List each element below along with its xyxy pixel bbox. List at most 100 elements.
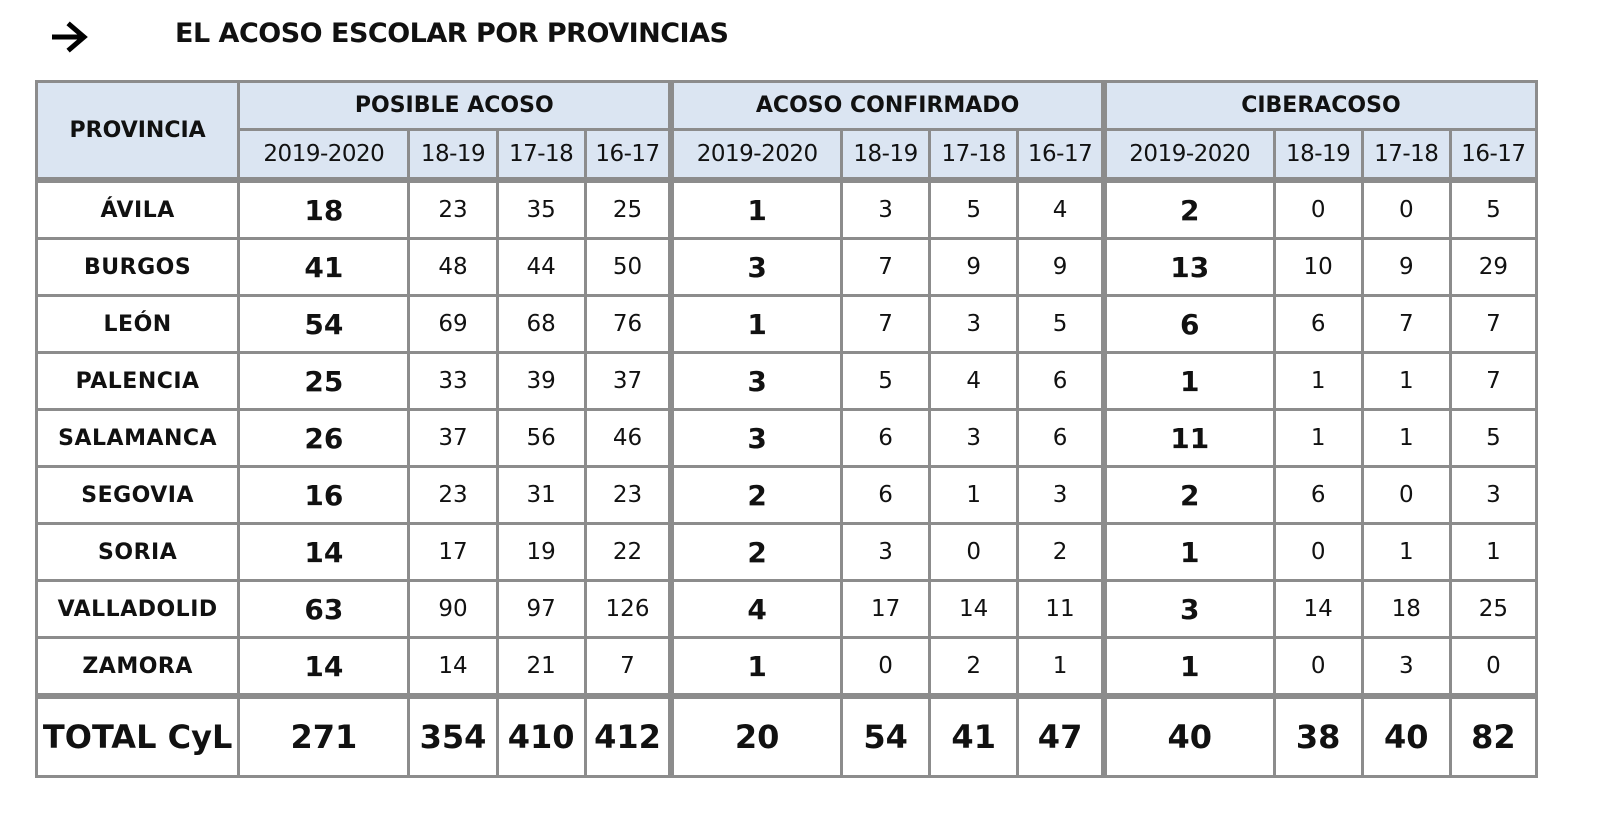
province-cell: SORIA xyxy=(34,522,241,582)
value-cell: 25 xyxy=(237,351,411,411)
value-cell: 3 xyxy=(840,522,932,582)
bullying-table: PROVINCIA POSIBLE ACOSO ACOSO CONFIRMADO CI… xyxy=(34,79,1539,778)
value-cell: 31 xyxy=(495,465,587,525)
header-row: PROVINCIA POSIBLE ACOSO ACOSO CONFIRMADO CI… xyxy=(34,79,1538,182)
value-cell: 69 xyxy=(407,294,499,354)
value-cell: 0 xyxy=(928,522,1020,582)
value-cell: 7 xyxy=(1448,351,1539,411)
year-header: 2019-2020 xyxy=(1100,128,1276,182)
value-cell: 5 xyxy=(840,351,932,411)
group-header: CIBERACOSO xyxy=(1100,79,1538,132)
value-cell: 3 xyxy=(668,351,844,411)
year-header: 2019-2020 xyxy=(237,128,411,182)
total-cell: 38 xyxy=(1272,693,1364,778)
value-cell: 1 xyxy=(1016,636,1106,698)
value-cell: 25 xyxy=(1448,579,1539,639)
province-cell: ZAMORA xyxy=(34,636,241,698)
value-cell: 54 xyxy=(237,294,411,354)
value-cell: 2 xyxy=(928,636,1020,698)
value-cell: 1 xyxy=(1272,408,1364,468)
value-cell: 37 xyxy=(407,408,499,468)
value-cell: 3 xyxy=(928,408,1020,468)
value-cell: 11 xyxy=(1016,579,1106,639)
value-cell: 2 xyxy=(1016,522,1106,582)
header-row: 2019-2020 18-19 17-18 16-17 2019-2020 18-19 17… xyxy=(37,128,1539,182)
province-cell: PALENCIA xyxy=(34,351,241,411)
value-cell: 33 xyxy=(407,351,499,411)
value-cell: 3 xyxy=(1016,465,1106,525)
arrow-icon xyxy=(52,21,88,53)
value-cell: 14 xyxy=(407,636,499,698)
data-row: BURGOS 41 48 44 50 3 7 9 9 13 10 9 29 xyxy=(34,237,1539,297)
value-cell: 4 xyxy=(668,579,844,639)
value-cell: 68 xyxy=(495,294,587,354)
value-cell: 29 xyxy=(1448,237,1539,297)
value-cell: 1 xyxy=(668,294,844,354)
data-row: ZAMORA 14 14 21 7 1 0 2 1 1 0 3 0 xyxy=(34,636,1539,698)
province-cell: BURGOS xyxy=(34,237,241,297)
value-cell: 1 xyxy=(1360,351,1452,411)
value-cell: 6 xyxy=(1272,294,1364,354)
total-cell: 47 xyxy=(1016,693,1106,778)
value-cell: 5 xyxy=(1448,177,1539,240)
value-cell: 17 xyxy=(840,579,932,639)
province-cell: SEGOVIA xyxy=(34,465,241,525)
value-cell: 21 xyxy=(495,636,587,698)
value-cell: 18 xyxy=(237,177,411,240)
table-head: PROVINCIA POSIBLE ACOSO ACOSO CONFIRMADO CI… xyxy=(34,79,1539,182)
total-cell: 82 xyxy=(1448,693,1539,778)
value-cell: 3 xyxy=(1448,465,1539,525)
total-label: TOTAL CyL xyxy=(34,693,241,778)
province-cell: LEÓN xyxy=(34,294,241,354)
value-cell: 7 xyxy=(840,237,932,297)
value-cell: 14 xyxy=(237,636,411,698)
data-row: VALLADOLID 63 90 97 126 4 17 14 11 3 14 18 25 xyxy=(34,579,1539,639)
value-cell: 44 xyxy=(495,237,587,297)
value-cell: 2 xyxy=(668,522,844,582)
value-cell: 2 xyxy=(1100,177,1276,240)
value-cell: 14 xyxy=(928,579,1020,639)
value-cell: 9 xyxy=(1016,237,1106,297)
year-header: 18-19 xyxy=(407,128,499,182)
value-cell: 56 xyxy=(495,408,587,468)
value-cell: 37 xyxy=(583,351,673,411)
value-cell: 35 xyxy=(495,177,587,240)
year-header: 16-17 xyxy=(1448,128,1539,182)
value-cell: 2 xyxy=(668,465,844,525)
value-cell: 5 xyxy=(928,177,1020,240)
province-cell: ÁVILA xyxy=(34,177,241,240)
data-row: ÁVILA 18 23 35 25 1 3 5 4 2 0 0 5 xyxy=(34,177,1539,240)
total-cell: 40 xyxy=(1100,693,1276,778)
value-cell: 76 xyxy=(583,294,673,354)
value-cell: 9 xyxy=(928,237,1020,297)
year-header: 16-17 xyxy=(1016,128,1106,182)
value-cell: 10 xyxy=(1272,237,1364,297)
value-cell: 18 xyxy=(1360,579,1452,639)
value-cell: 0 xyxy=(1272,522,1364,582)
value-cell: 23 xyxy=(407,465,499,525)
total-cell: 40 xyxy=(1360,693,1452,778)
value-cell: 13 xyxy=(1100,237,1276,297)
value-cell: 23 xyxy=(583,465,673,525)
value-cell: 5 xyxy=(1016,294,1106,354)
value-cell: 1 xyxy=(1448,522,1539,582)
data-row: SALAMANCA 26 37 56 46 3 6 3 6 11 1 1 5 xyxy=(34,408,1539,468)
value-cell: 3 xyxy=(840,177,932,240)
total-row: TOTAL CyL 271 354 410 412 20 54 41 47 40 38 40 82 xyxy=(34,693,1539,778)
value-cell: 1 xyxy=(668,636,844,698)
value-cell: 6 xyxy=(840,408,932,468)
value-cell: 6 xyxy=(840,465,932,525)
corner-header: PROVINCIA xyxy=(34,80,241,182)
value-cell: 1 xyxy=(1100,636,1276,698)
year-header: 17-18 xyxy=(928,128,1020,182)
value-cell: 90 xyxy=(407,579,499,639)
total-cell: 410 xyxy=(495,693,587,778)
year-header: 17-18 xyxy=(1360,128,1452,182)
value-cell: 14 xyxy=(237,522,411,582)
value-cell: 3 xyxy=(668,408,844,468)
value-cell: 3 xyxy=(928,294,1020,354)
value-cell: 0 xyxy=(840,636,932,698)
page-title: EL ACOSO ESCOLAR POR PROVINCIAS xyxy=(175,18,729,49)
